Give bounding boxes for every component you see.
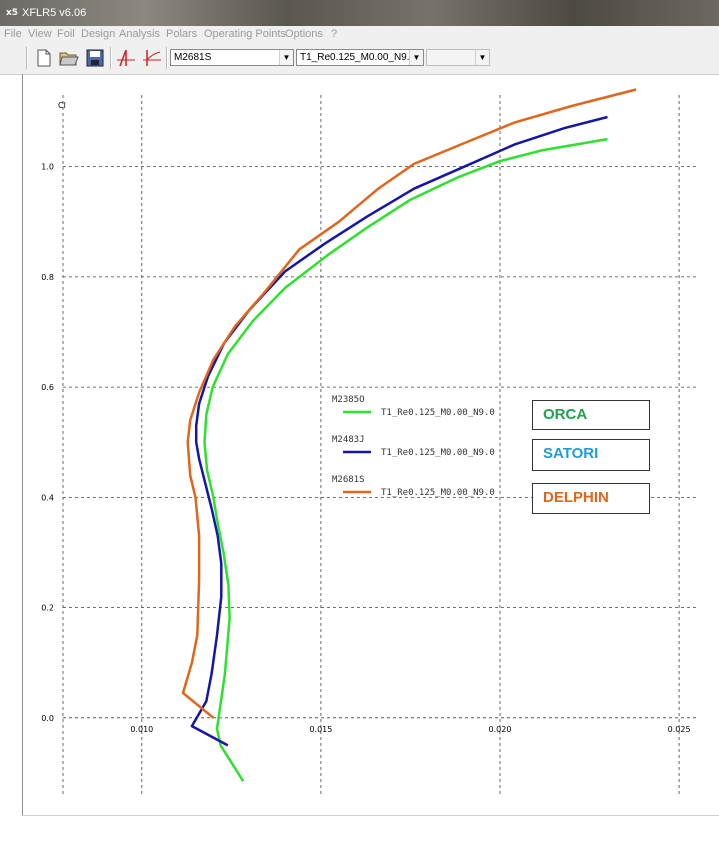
menu-view[interactable]: View bbox=[28, 28, 52, 40]
legend-foil-name: M2681S bbox=[332, 475, 365, 485]
menu-foil[interactable]: Foil bbox=[57, 28, 75, 40]
new-file-icon[interactable] bbox=[33, 47, 55, 69]
curves bbox=[181, 88, 637, 782]
x-tick-label: 0.015 bbox=[309, 725, 332, 734]
y-tick-label: 0.0 bbox=[41, 714, 54, 723]
y-tick-label: 0.4 bbox=[41, 493, 54, 502]
chevron-down-icon[interactable]: ▼ bbox=[279, 50, 293, 65]
legend: M2385O T1_Re0.125_M0.00_N9.0 M2483J T1_Re0.… bbox=[332, 395, 495, 498]
legend-polar-name: T1_Re0.125_M0.00_N9.0 bbox=[381, 488, 495, 498]
x-tick-label: 0.020 bbox=[489, 725, 512, 734]
annotation-orca: ORCA bbox=[532, 400, 650, 430]
x-tick-label: 0.010 bbox=[130, 725, 153, 734]
foil-direct-design-icon[interactable] bbox=[115, 47, 137, 69]
chevron-down-icon[interactable]: ▼ bbox=[409, 50, 423, 65]
xflr5-app-icon: x5 bbox=[6, 8, 19, 18]
annotation-orca-text: ORCA bbox=[543, 406, 588, 423]
xfoil-analysis-icon[interactable] bbox=[141, 47, 163, 69]
view-border-bottom bbox=[22, 815, 719, 816]
annotation-satori-text: SATORI bbox=[543, 445, 599, 462]
legend-polar-name: T1_Re0.125_M0.00_N9.0 bbox=[381, 408, 495, 418]
annotation-satori: SATORI bbox=[532, 439, 650, 471]
menu-help[interactable]: ? bbox=[331, 28, 338, 40]
tick-labels: 0.010 0.015 0.020 0.025 0.0 0.2 0.4 0.6 0.8 1.0 bbox=[41, 163, 690, 734]
view-border-left bbox=[22, 74, 23, 816]
y-tick-label: 0.2 bbox=[41, 604, 54, 613]
series-line-m2385o bbox=[203, 137, 608, 782]
polar-select-value: T1_Re0.125_M0.00_N9.0 bbox=[300, 52, 416, 63]
foil-select-value: M2681S bbox=[174, 52, 212, 63]
toolbar: M2681S ▼ T1_Re0.125_M0.00_N9.0 ▼ ▼ bbox=[0, 42, 719, 75]
menu-options[interactable]: Options bbox=[285, 28, 323, 40]
y-tick-label: 0.6 bbox=[41, 383, 54, 392]
menu-bar: File View Foil Design Analysis Polars Op… bbox=[0, 26, 719, 42]
y-axis-label: Cl bbox=[58, 101, 66, 110]
menu-file[interactable]: File bbox=[4, 28, 22, 40]
annotation-delphin: DELPHIN bbox=[532, 483, 650, 514]
menu-polars[interactable]: Polars bbox=[166, 28, 198, 40]
operating-point-select[interactable]: ▼ bbox=[426, 49, 490, 66]
title-bar: x5 XFLR5 v6.06 bbox=[0, 0, 719, 26]
legend-foil-name: M2385O bbox=[332, 395, 365, 405]
chevron-down-icon[interactable]: ▼ bbox=[475, 50, 489, 65]
series-line-m2681s bbox=[181, 88, 637, 719]
annotation-delphin-text: DELPHIN bbox=[543, 489, 609, 506]
toolbar-separator bbox=[166, 47, 168, 69]
toolbar-separator bbox=[110, 47, 112, 69]
window-title: XFLR5 v6.06 bbox=[22, 7, 87, 19]
menu-analysis[interactable]: Analysis bbox=[119, 28, 160, 40]
toolbar-separator bbox=[26, 47, 28, 69]
series-line-m2483j bbox=[190, 115, 608, 747]
x-tick-label: 0.025 bbox=[668, 725, 691, 734]
open-file-icon[interactable] bbox=[58, 47, 80, 69]
y-tick-label: 1.0 bbox=[41, 163, 54, 172]
polar-select[interactable]: T1_Re0.125_M0.00_N9.0 ▼ bbox=[296, 49, 424, 66]
legend-polar-name: T1_Re0.125_M0.00_N9.0 bbox=[381, 448, 495, 458]
menu-design[interactable]: Design bbox=[81, 28, 116, 40]
menu-operating-points[interactable]: Operating Points bbox=[204, 28, 286, 40]
y-tick-label: 0.8 bbox=[41, 273, 54, 282]
save-file-icon[interactable] bbox=[84, 47, 106, 69]
foil-select[interactable]: M2681S ▼ bbox=[170, 49, 294, 66]
legend-foil-name: M2483J bbox=[332, 435, 365, 445]
